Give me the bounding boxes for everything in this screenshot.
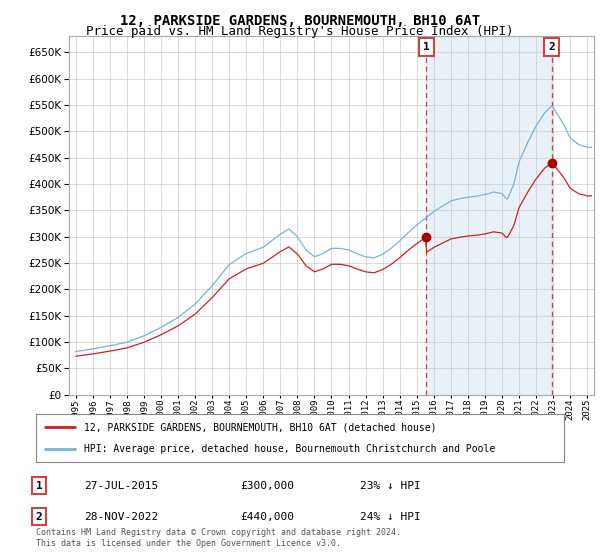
- Text: 1: 1: [35, 481, 43, 491]
- Text: 27-JUL-2015: 27-JUL-2015: [84, 481, 158, 491]
- Text: £300,000: £300,000: [240, 481, 294, 491]
- Text: 2: 2: [35, 512, 43, 521]
- Text: Price paid vs. HM Land Registry's House Price Index (HPI): Price paid vs. HM Land Registry's House …: [86, 25, 514, 38]
- Text: 28-NOV-2022: 28-NOV-2022: [84, 512, 158, 521]
- Text: £440,000: £440,000: [240, 512, 294, 521]
- Text: 23% ↓ HPI: 23% ↓ HPI: [360, 481, 421, 491]
- Text: 12, PARKSIDE GARDENS, BOURNEMOUTH, BH10 6AT: 12, PARKSIDE GARDENS, BOURNEMOUTH, BH10 …: [120, 14, 480, 28]
- Text: Contains HM Land Registry data © Crown copyright and database right 2024.
This d: Contains HM Land Registry data © Crown c…: [36, 528, 401, 548]
- Text: 24% ↓ HPI: 24% ↓ HPI: [360, 512, 421, 521]
- Bar: [427, 36, 552, 395]
- Text: 1: 1: [423, 42, 430, 52]
- Text: 2: 2: [548, 42, 555, 52]
- Text: HPI: Average price, detached house, Bournemouth Christchurch and Poole: HPI: Average price, detached house, Bour…: [83, 444, 495, 454]
- Text: 12, PARKSIDE GARDENS, BOURNEMOUTH, BH10 6AT (detached house): 12, PARKSIDE GARDENS, BOURNEMOUTH, BH10 …: [83, 422, 436, 432]
